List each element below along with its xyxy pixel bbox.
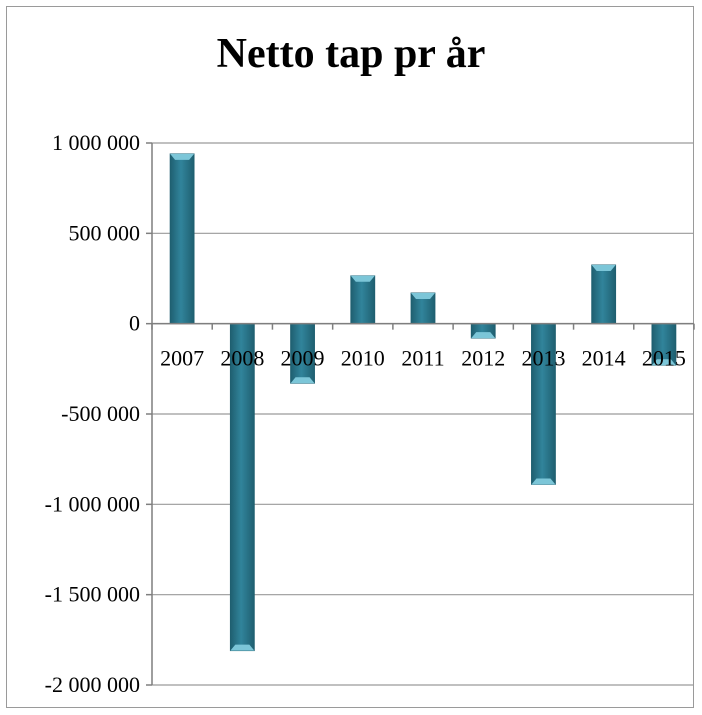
bar-2010 [350,275,376,325]
x-tick-label: 2009 [281,346,325,371]
y-tick-label: -1 000 000 [45,491,140,516]
bar [591,264,617,325]
bars [169,153,677,652]
bar-2015 [651,323,677,366]
bar-bevel [531,478,556,485]
bar-bevel [350,275,375,282]
bar [350,275,376,325]
bar-2013 [531,323,556,485]
chart-frame [6,6,694,708]
bar [169,153,195,325]
bar-bevel [230,644,255,651]
y-tick-label: -500 000 [61,401,140,426]
chart-title: Netto tap pr år [216,31,486,77]
x-tick-label: 2015 [642,346,686,371]
axes [146,142,695,686]
bar-2014 [591,264,617,325]
bar-2007 [169,153,195,325]
bar-bevel [651,359,676,366]
x-tick-label: 2010 [341,346,385,371]
bar [651,323,677,366]
bar [229,323,255,652]
bar-bevel [290,377,315,384]
x-tick-label: 2014 [582,346,626,371]
bar-bevel [170,153,195,160]
y-tick-label: -1 500 000 [45,582,140,607]
bar-2012 [470,323,496,339]
x-tick-label: 2012 [461,346,505,371]
bar [531,323,556,485]
y-tick-labels: 1 000 000 500 000 0 -500 000 -1 000 000 -1 50… [45,130,140,697]
bar-2008 [229,323,255,652]
x-tick-label: 2013 [521,346,565,371]
y-tick-label: 1 000 000 [52,130,140,155]
x-tick-label: 2011 [401,346,444,371]
y-tick-label: 500 000 [69,220,141,245]
x-tick-label: 2008 [220,346,264,371]
bar-bevel [411,292,435,299]
bar-bevel [591,264,616,271]
bar-2009 [290,323,315,384]
bar-2011 [410,292,436,325]
x-category-labels: 2007 2008 2009 2010 2011 2012 2013 2014 2015 [160,346,686,371]
y-tick-label: -2 000 000 [45,672,140,697]
bar-bevel [471,332,496,339]
y-tick-label: 0 [129,311,140,336]
x-tick-label: 2007 [160,346,204,371]
